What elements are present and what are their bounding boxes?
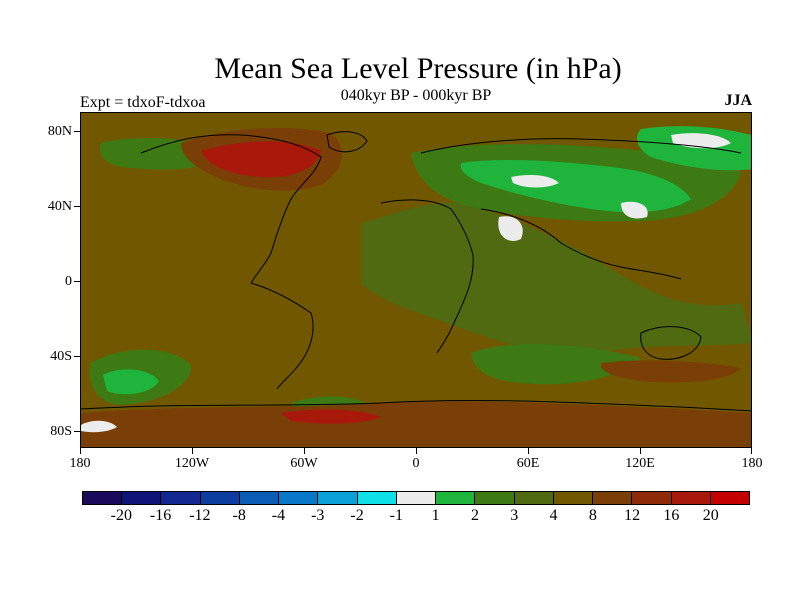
plot-title: Mean Sea Level Pressure (in hPa) [214, 52, 622, 85]
colorbar-swatch [514, 492, 554, 504]
colorbar-label: -1 [389, 507, 403, 524]
colorbar-label: 8 [588, 507, 597, 524]
colorbar-swatch [318, 492, 358, 504]
colorbar-swatch [200, 492, 240, 504]
asia-south-coast [480, 208, 682, 280]
colorbar-swatch [122, 492, 162, 504]
colorbar-label: -16 [149, 507, 172, 524]
plot-subtitle: 040kyr BP - 000kyr BP [340, 87, 492, 104]
colorbar-swatch [83, 492, 123, 504]
colorbar-label: 12 [624, 507, 641, 524]
colorbar-swatch [671, 492, 711, 504]
colorbar-label: -12 [189, 507, 211, 524]
lon-tick [751, 448, 752, 454]
colorbar-swatch [553, 492, 594, 504]
colorbar-swatch [357, 492, 397, 504]
lon-tick [640, 448, 641, 454]
lat-tick [74, 356, 80, 357]
coastlines [81, 131, 751, 412]
lon-label-120w: 120W [174, 456, 210, 471]
lon-tick [80, 448, 81, 454]
colorbar-swatch [632, 492, 672, 504]
colorbar-swatch [593, 492, 633, 504]
lat-tick [74, 431, 80, 432]
colorbar-label: 3 [510, 507, 519, 524]
lon-label-60e: 60E [516, 456, 540, 471]
southern-ocean-red [281, 409, 381, 424]
colorbar-label: -3 [311, 507, 325, 524]
south-indian-brown [600, 360, 741, 383]
colorbar-swatch [239, 492, 280, 504]
antarctica-coast [81, 399, 751, 412]
east-asia-white [621, 201, 648, 219]
lat-label-0: 0 [65, 274, 72, 289]
lon-label-60w: 60W [290, 456, 318, 471]
lon-label-0: 0 [412, 456, 420, 471]
lat-label-80s: 80S [50, 424, 72, 439]
arctic-green [636, 126, 751, 171]
arctic-white [671, 133, 731, 149]
south-indian-region [471, 343, 641, 385]
lon-label-180w: 180 [69, 456, 91, 471]
colorbar-label: 20 [702, 507, 719, 524]
north-america-red [201, 141, 321, 178]
middle-east-white [498, 216, 523, 241]
colorbar-swatch [710, 492, 749, 504]
eurasia-north-coast [420, 138, 742, 154]
southern-ocean-brown [81, 401, 751, 447]
south-america-coast [250, 282, 314, 390]
colorbar-swatch [436, 492, 476, 504]
colorbar-label: -20 [110, 507, 132, 524]
colorbar-label: 16 [663, 507, 680, 524]
lon-label-120e: 120E [625, 456, 655, 471]
lat-label-40s: 40S [50, 349, 72, 364]
lon-tick [416, 448, 417, 454]
colorbar-swatch [475, 492, 515, 504]
lon-tick [304, 448, 305, 454]
lat-tick [74, 281, 80, 282]
lat-label-80n: 80N [47, 124, 72, 139]
pressure-map [80, 112, 752, 448]
lon-tick [528, 448, 529, 454]
lat-label-40n: 40N [47, 199, 72, 214]
colorbar [82, 491, 750, 505]
lon-label-180e: 180 [741, 456, 763, 471]
colorbar-label: 2 [470, 507, 479, 524]
colorbar-label: -8 [232, 507, 246, 524]
eurasia-green [460, 160, 691, 213]
colorbar-swatch [161, 492, 201, 504]
season-label: JJA [724, 92, 752, 109]
australia-coast [640, 326, 702, 360]
lon-tick [192, 448, 193, 454]
colorbar-label: 1 [431, 507, 440, 524]
map-canvas [81, 113, 751, 447]
experiment-label: Expt = tdxoF-tdxoa [80, 94, 206, 111]
lat-tick [74, 131, 80, 132]
tropical-olive-region [361, 202, 751, 354]
antarctic-white [81, 420, 117, 433]
siberia-white [511, 175, 559, 188]
colorbar-swatch [396, 492, 437, 504]
colorbar-swatch [279, 492, 319, 504]
colorbar-label: -2 [350, 507, 364, 524]
north-america-coast [140, 134, 322, 284]
colorbar-label: -4 [271, 507, 286, 524]
lat-tick [74, 206, 80, 207]
africa-coast [380, 199, 474, 354]
greenland-coast [326, 131, 368, 153]
south-pacific-core [103, 369, 159, 395]
colorbar-label: 4 [549, 507, 558, 524]
